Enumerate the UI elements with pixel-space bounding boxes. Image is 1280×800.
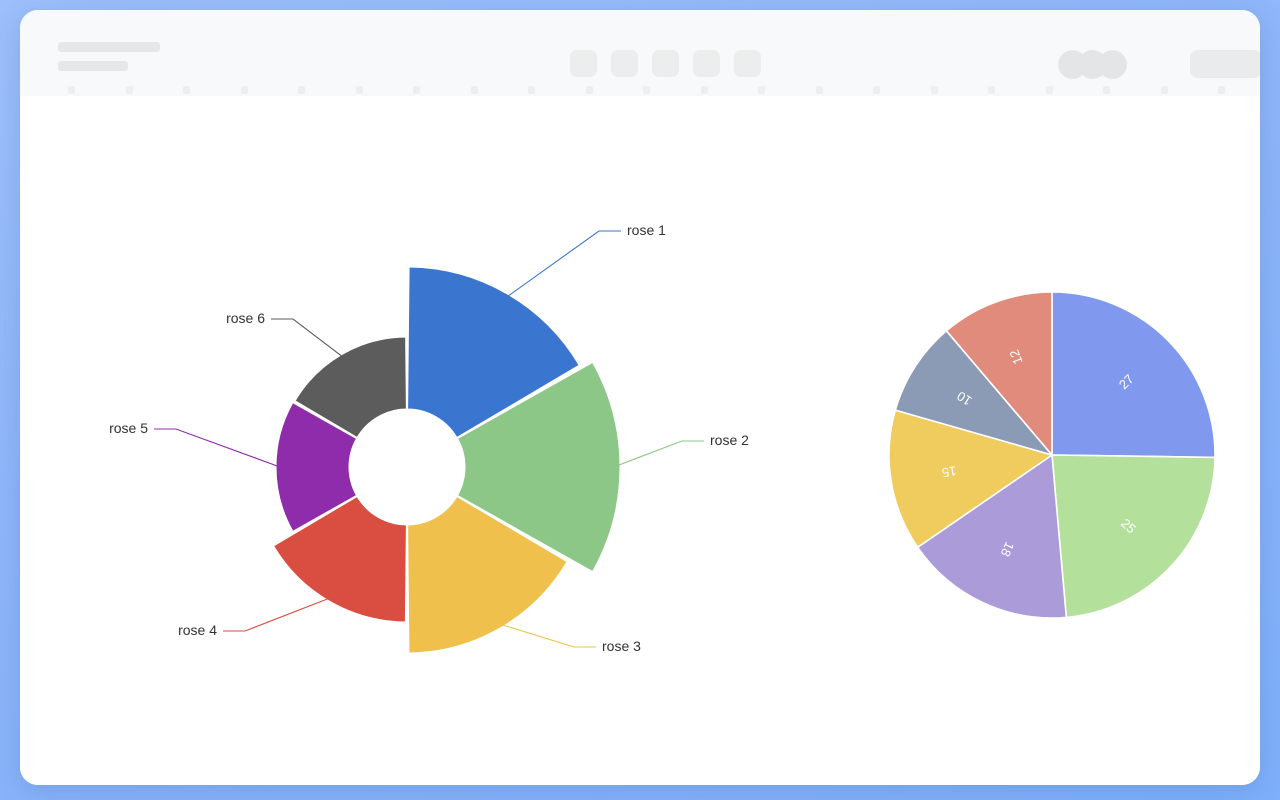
header-tick bbox=[988, 86, 995, 94]
rose-sector-1[interactable] bbox=[407, 266, 580, 439]
skeleton-bar-title bbox=[58, 42, 160, 52]
pie-slice-5[interactable] bbox=[894, 329, 1055, 457]
rose-label-2: rose 2 bbox=[710, 432, 749, 448]
header-toolbar[interactable] bbox=[570, 50, 761, 77]
pie-slice-1[interactable] bbox=[1051, 291, 1216, 459]
header-tick bbox=[758, 86, 765, 94]
header-tick bbox=[1103, 86, 1110, 94]
rose-label-6: rose 6 bbox=[226, 310, 265, 326]
toolbar-chip-1[interactable] bbox=[570, 50, 597, 77]
header-tick bbox=[585, 86, 593, 94]
header-action-button[interactable] bbox=[1190, 50, 1260, 78]
toolbar-chip-5[interactable] bbox=[734, 50, 761, 77]
pie-value-label-5: 10 bbox=[954, 388, 974, 408]
rose-sector-5[interactable] bbox=[275, 402, 358, 532]
toolbar-chip-2[interactable] bbox=[611, 50, 638, 77]
rose-chart[interactable]: rose 1 rose 2 rose 3 rose 4 rose 5 rose 6 bbox=[109, 222, 749, 654]
header-tick bbox=[1045, 86, 1053, 94]
header-tick bbox=[240, 86, 248, 94]
header-tick bbox=[355, 86, 363, 94]
chart-canvas: rose 1 rose 2 rose 3 rose 4 rose 5 rose 6 27 2… bbox=[20, 96, 1260, 785]
header-tick bbox=[930, 86, 938, 94]
rose-leader-line-2 bbox=[613, 440, 704, 468]
rose-leader-line-5 bbox=[154, 428, 281, 468]
rose-label-5: rose 5 bbox=[109, 420, 148, 436]
pie-slice-3[interactable] bbox=[916, 453, 1068, 619]
rose-label-3: rose 3 bbox=[602, 638, 641, 654]
rose-label-4: rose 4 bbox=[178, 622, 217, 638]
avatar-3[interactable] bbox=[1098, 50, 1127, 79]
rose-leader-line-1 bbox=[503, 230, 621, 300]
header-tick bbox=[873, 86, 880, 94]
toolbar-chip-3[interactable] bbox=[652, 50, 679, 77]
pie-slice-2[interactable] bbox=[1051, 454, 1216, 619]
header-tick bbox=[470, 86, 478, 94]
pie-slice-6[interactable] bbox=[945, 291, 1053, 458]
app-window: rose 1 rose 2 rose 3 rose 4 rose 5 rose 6 27 2… bbox=[20, 10, 1260, 785]
pie-slice-4[interactable] bbox=[888, 409, 1054, 549]
rose-leader-line-6 bbox=[271, 318, 345, 359]
header-title-skeleton bbox=[58, 42, 160, 71]
header-tick bbox=[1218, 86, 1225, 94]
header-tick bbox=[68, 86, 75, 94]
pie-value-label-4: 15 bbox=[941, 463, 958, 480]
header-tick bbox=[298, 86, 305, 94]
rose-leader-line-4 bbox=[223, 596, 333, 632]
rose-sector-2[interactable] bbox=[456, 361, 621, 573]
rose-label-1: rose 1 bbox=[627, 222, 666, 238]
rose-sector-3[interactable] bbox=[407, 495, 568, 654]
header-tick bbox=[1160, 86, 1168, 94]
header-tick bbox=[183, 86, 190, 94]
header-tick bbox=[643, 86, 650, 94]
header-tick-row bbox=[20, 86, 1260, 100]
avatar-group[interactable] bbox=[1058, 50, 1127, 79]
rose-sector-6[interactable] bbox=[294, 336, 407, 439]
header-tick bbox=[125, 86, 133, 94]
app-header bbox=[20, 10, 1260, 97]
toolbar-chip-4[interactable] bbox=[693, 50, 720, 77]
header-tick bbox=[528, 86, 535, 94]
pie-value-label-6: 12 bbox=[1006, 348, 1025, 367]
header-tick bbox=[413, 86, 420, 94]
pie-value-label-3: 18 bbox=[998, 540, 1018, 559]
rose-leader-line-3 bbox=[497, 622, 596, 648]
skeleton-bar-subtitle bbox=[58, 61, 128, 71]
rose-sector-4[interactable] bbox=[272, 495, 407, 623]
header-tick bbox=[700, 86, 708, 94]
header-tick bbox=[815, 86, 823, 94]
